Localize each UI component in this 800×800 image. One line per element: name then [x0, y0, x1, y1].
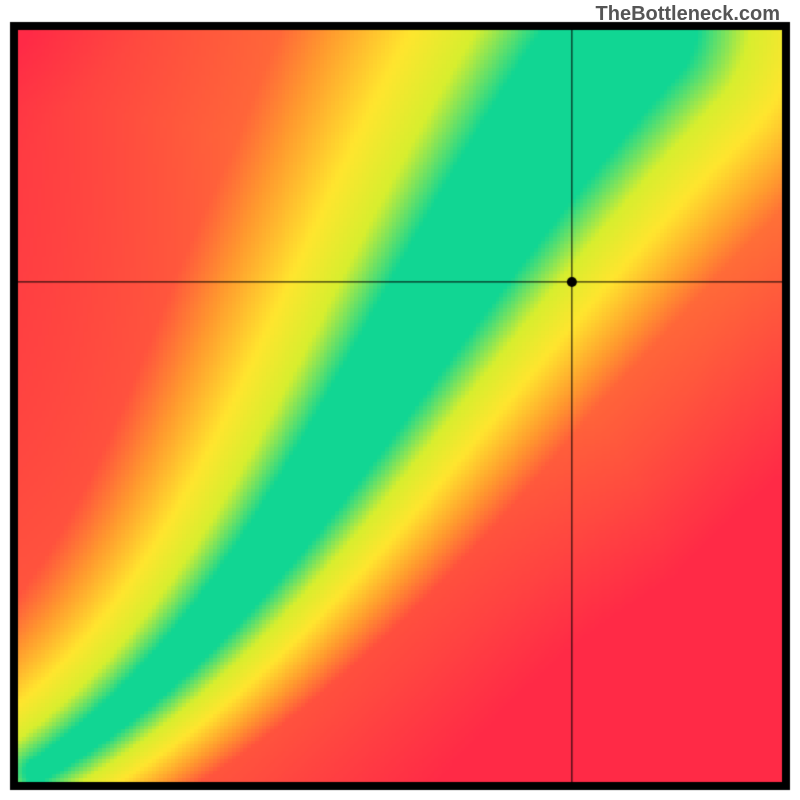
bottleneck-heatmap	[0, 0, 800, 800]
watermark-text: TheBottleneck.com	[596, 3, 780, 26]
chart-container: TheBottleneck.com	[0, 0, 800, 800]
